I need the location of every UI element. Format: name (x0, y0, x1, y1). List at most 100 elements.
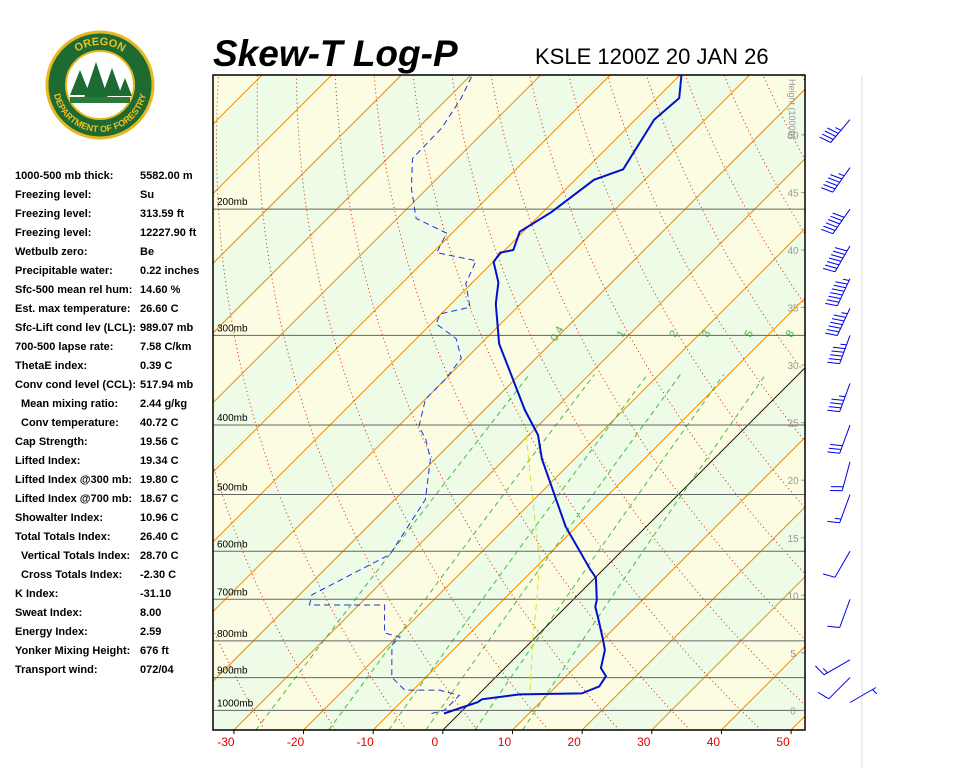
logo-trees (70, 62, 132, 98)
mixing-ratio-label: 3 (700, 328, 713, 339)
wind-barb (825, 308, 851, 336)
stat-value: 7.58 C/km (140, 341, 192, 353)
mixing-ratio-line (425, 374, 681, 730)
dry-adiabat (451, 75, 805, 706)
wind-barb (822, 551, 851, 578)
y-tick-label: 800mb (217, 629, 248, 640)
profile-line (525, 428, 541, 691)
plot-frame (212, 74, 806, 731)
stat-label: Wetbulb zero: (15, 246, 88, 258)
wind-barb (829, 461, 851, 492)
wind-barb (827, 383, 851, 413)
dry-adiabat (256, 75, 478, 730)
y2-tick-label: 45 (787, 188, 799, 199)
y2-tick-label: 0 (790, 706, 796, 717)
y-tick-label: 200mb (217, 197, 248, 208)
x-tick-label: -20 (287, 735, 305, 749)
x-tick-label: 0 (431, 735, 438, 749)
stat-label: Showalter Index: (15, 512, 103, 524)
stat-label: Sfc-Lift cond lev (LCL): (15, 322, 136, 334)
y-tick-label: 700mb (217, 587, 248, 598)
stat-value: 26.60 C (140, 303, 179, 315)
stat-value: 40.72 C (140, 417, 179, 429)
isotherm (213, 75, 611, 474)
freezing-isotherm (442, 367, 805, 730)
stat-label: Precipitable water: (15, 265, 113, 277)
x-tick-label: 10 (498, 735, 512, 749)
stat-value: 072/04 (140, 664, 175, 676)
stat-value: 26.40 C (140, 531, 179, 543)
temperature-band (791, 716, 805, 730)
stat-value: 517.94 mb (140, 379, 193, 391)
stat-label: Est. max temperature: (15, 303, 131, 315)
mixing-ratio-line (474, 374, 725, 730)
stat-value: 28.70 C (140, 550, 179, 562)
mixing-ratio-label: 2 (667, 328, 680, 339)
isotherm (372, 297, 805, 730)
logo-top-text: OREGON (73, 36, 128, 55)
stat-label: ThetaE index: (15, 360, 87, 372)
temperature-band (213, 89, 805, 730)
stat-label: Freezing level: (15, 227, 91, 239)
stat-label: Lifted Index @700 mb: (15, 493, 132, 505)
isotherm (213, 75, 333, 195)
isotherm (233, 158, 805, 730)
y-tick-label: 600mb (217, 539, 248, 550)
stat-value: 10.96 C (140, 512, 179, 524)
logo-top: OREGON (73, 36, 128, 55)
y-tick-label: 1000mb (217, 698, 254, 709)
wind-barb (849, 687, 878, 703)
stat-value: 2.59 (140, 626, 161, 638)
stat-label: Transport wind: (15, 664, 98, 676)
y2-tick-label: 15 (787, 534, 799, 545)
y2-tick-label: 20 (787, 476, 799, 487)
x-tick-label: -30 (217, 735, 235, 749)
mixing-ratio-line (388, 374, 649, 730)
stat-value: 18.67 C (140, 493, 179, 505)
wind-barb (827, 335, 851, 365)
stat-value: 19.80 C (140, 474, 179, 486)
stat-value: 676 ft (140, 645, 169, 657)
dry-adiabat (334, 75, 620, 730)
isotherm (213, 75, 402, 265)
dry-adiabat (919, 75, 960, 730)
stat-label: Lifted Index @300 mb: (15, 474, 132, 486)
temperature-band (213, 75, 805, 682)
stat-value: 2.44 g/kg (140, 398, 187, 410)
x-tick-label: 30 (637, 735, 651, 749)
dry-adiabat (880, 75, 960, 730)
wind-barb (821, 208, 851, 235)
y2-tick-label: 5 (790, 649, 796, 660)
stat-label: Conv cond level (CCL): (15, 379, 136, 391)
stat-value: Be (140, 246, 154, 258)
stat-label: Total Totals Index: (15, 531, 111, 543)
stat-label: Cap Strength: (15, 436, 88, 448)
stat-value: 5582.00 m (140, 170, 193, 182)
y2-tick-label: 30 (787, 361, 799, 372)
stat-value: 8.00 (140, 607, 161, 619)
stat-value: 989.07 mb (140, 322, 193, 334)
wind-barb (822, 245, 851, 273)
stat-label: Lifted Index: (15, 455, 80, 467)
stat-label: Conv temperature: (21, 417, 119, 429)
profile-line (308, 75, 477, 714)
isotherm (213, 88, 805, 682)
dry-adiabat (723, 75, 805, 235)
x-tick-label: 50 (776, 735, 790, 749)
profile-line (443, 75, 683, 715)
isotherm (213, 75, 472, 334)
y2-tick-label: 50 (787, 131, 799, 142)
isotherm (213, 75, 681, 543)
dry-adiabat (295, 75, 549, 730)
y2-tick-label: 35 (787, 304, 799, 315)
stat-value: 19.56 C (140, 436, 179, 448)
mixing-ratio-label: 8 (784, 328, 797, 339)
logo-ground (70, 97, 130, 103)
wind-barb (815, 659, 851, 676)
mixing-ratio-label: 1 (615, 328, 628, 339)
y-tick-label: 400mb (217, 413, 248, 424)
wind-barb (819, 119, 851, 143)
wind-barb (827, 494, 851, 524)
chart-subtitle: KSLE 1200Z 20 JAN 26 (535, 44, 769, 69)
dry-adiabat (490, 75, 805, 641)
